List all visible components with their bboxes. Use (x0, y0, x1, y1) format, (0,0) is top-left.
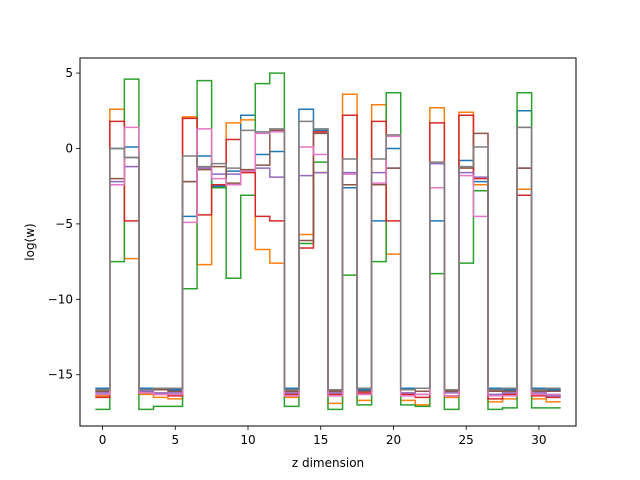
x-axis: 0 5 10 15 20 25 30 (99, 426, 547, 447)
series-layer (95, 72, 561, 411)
series-line-8 (95, 120, 561, 391)
x-axis-label: z dimension (292, 456, 364, 470)
x-tick-label: 10 (240, 433, 255, 447)
x-tick-label: 25 (459, 433, 474, 447)
y-tick-label: −10 (48, 292, 73, 306)
x-tick-label: 0 (99, 433, 107, 447)
x-tick-label: 30 (531, 433, 546, 447)
x-tick-label: 5 (171, 433, 179, 447)
y-tick-label: 5 (65, 66, 73, 80)
y-axis-label: log(w) (23, 223, 37, 260)
y-tick-label: 0 (65, 141, 73, 155)
y-tick-label: −5 (55, 217, 73, 231)
y-tick-label: −15 (48, 368, 73, 382)
x-tick-label: 15 (313, 433, 328, 447)
x-tick-label: 20 (386, 433, 401, 447)
plot-frame (79, 57, 577, 427)
y-axis: 5 0 −5 −10 −15 (48, 66, 80, 382)
